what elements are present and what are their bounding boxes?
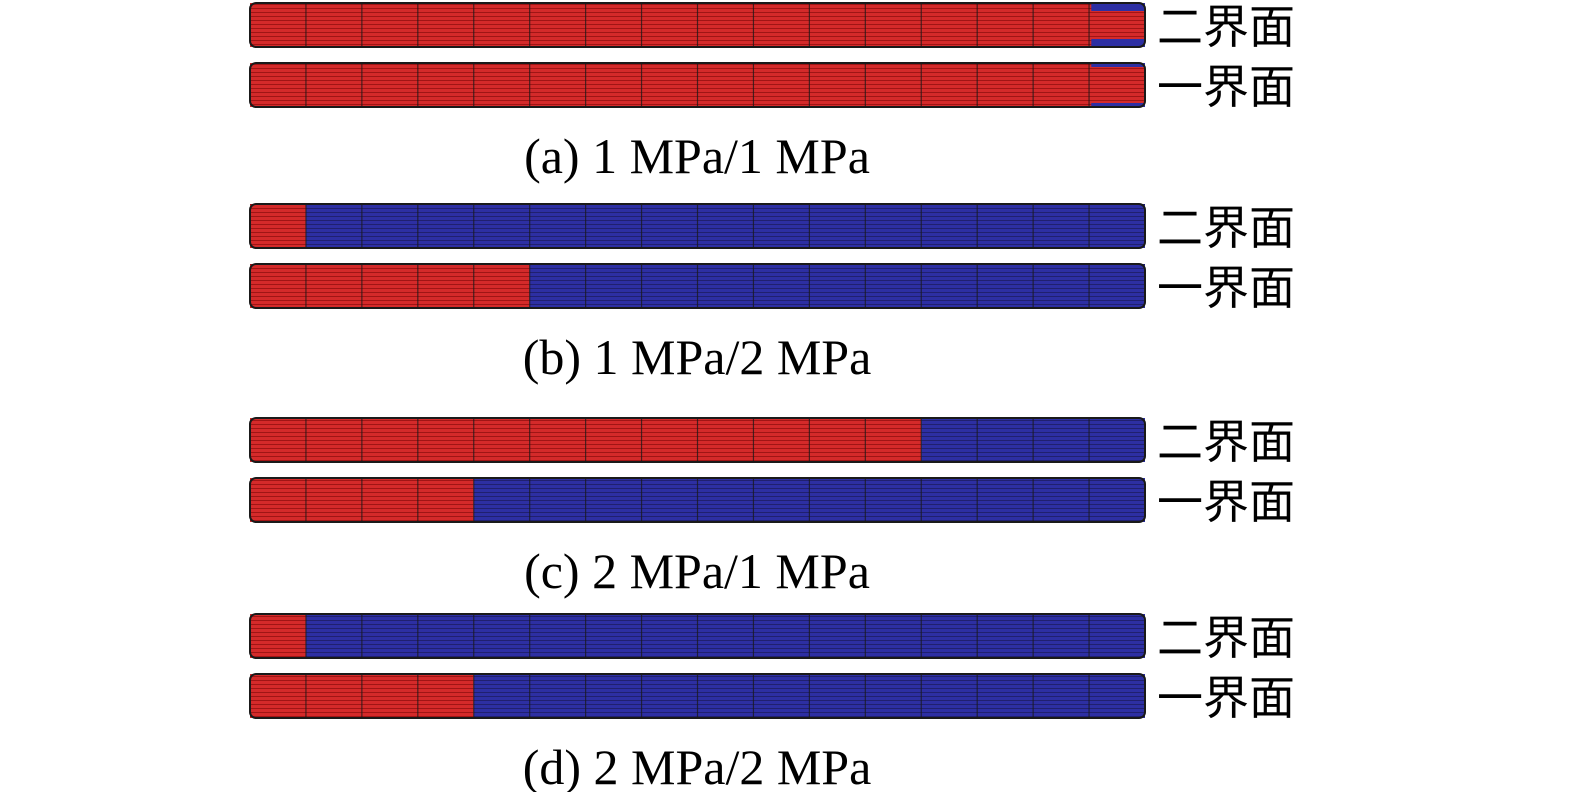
bar-outline: [249, 62, 1146, 108]
interface-bar: 一界面: [249, 475, 1295, 529]
debonded-region: [529, 264, 1145, 308]
interface-label: 二界面: [1157, 0, 1295, 54]
bonded-region: [250, 614, 306, 658]
bar-outline: [249, 263, 1146, 309]
interface-bar: 二界面: [249, 611, 1295, 665]
interface-bar: 一界面: [249, 60, 1295, 114]
bar-outline: [249, 203, 1146, 249]
panel-caption: (c) 2 MPa/1 MPa: [524, 543, 870, 599]
panel-caption: (b) 1 MPa/2 MPa: [523, 329, 872, 385]
interface-bar: 二界面: [249, 201, 1295, 255]
bar-outline: [249, 477, 1146, 523]
debonded-region: [305, 614, 1145, 658]
bar-outline: [249, 417, 1146, 463]
interface-label: 二界面: [1157, 611, 1295, 665]
debonded-region: [305, 204, 1145, 248]
interface-label: 一界面: [1157, 475, 1295, 529]
interface-bar: 二界面: [249, 0, 1295, 54]
interface-bar: 一界面: [249, 261, 1295, 315]
interface-label: 一界面: [1157, 261, 1295, 315]
bar-outline: [249, 613, 1146, 659]
panel-caption: (a) 1 MPa/1 MPa: [524, 128, 870, 184]
interface-label: 一界面: [1157, 671, 1295, 725]
debonded-band-top: [1091, 63, 1145, 67]
bar-outline: [249, 2, 1146, 48]
bonded-region: [250, 204, 306, 248]
interface-bar: 二界面: [249, 415, 1295, 469]
debonded-band-top: [1091, 3, 1145, 11]
interface-label: 二界面: [1157, 201, 1295, 255]
interface-label: 一界面: [1157, 60, 1295, 114]
bar-outline: [249, 673, 1146, 719]
bonded-region: [250, 264, 530, 308]
interface-label: 二界面: [1157, 415, 1295, 469]
debonded-band-bottom: [1091, 103, 1145, 107]
panel-caption: (d) 2 MPa/2 MPa: [523, 739, 872, 792]
interface-bar: 一界面: [249, 671, 1295, 725]
debonded-band-bottom: [1091, 39, 1145, 47]
